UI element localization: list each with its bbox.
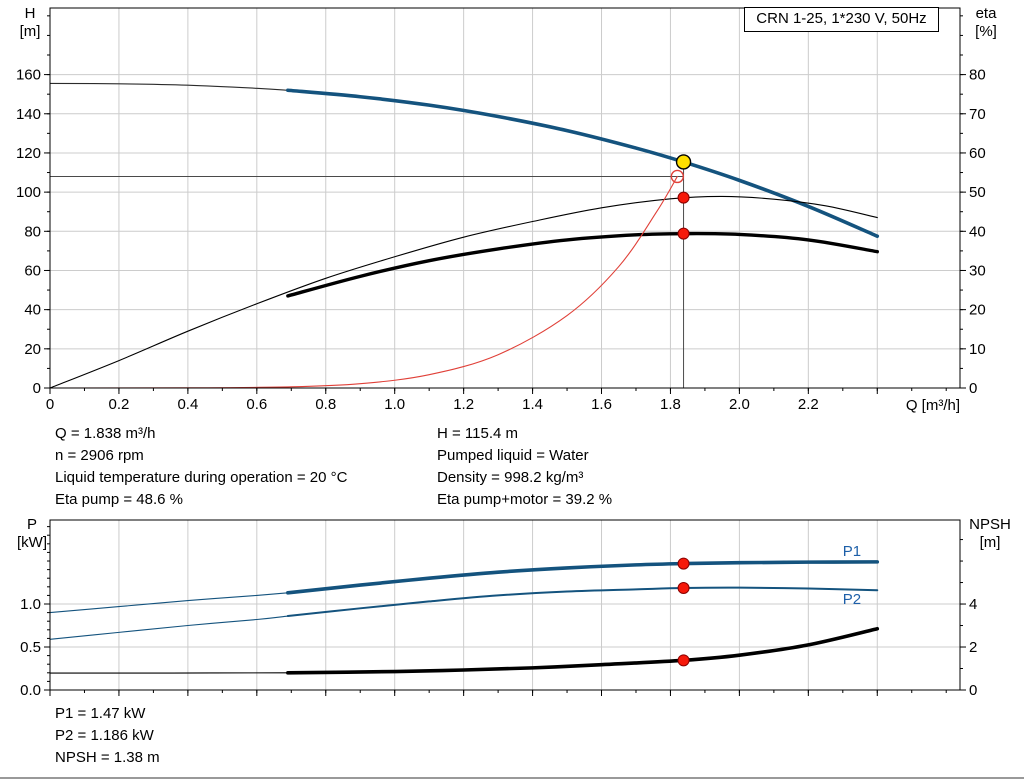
info-p1: P1 = 1.47 kW <box>55 705 146 722</box>
power-npsh-chart: 0.0 0.5 1.0 0 2 4 P1 P2 <box>20 519 977 699</box>
curve-p2-curve-outside-range <box>49 615 289 640</box>
info-eta-pump-motor: Eta pump+motor = 39.2 % <box>437 491 613 508</box>
x-tick-label: 1.2 <box>453 396 474 413</box>
left-tick-label: 20 <box>24 341 41 358</box>
right-tick-label: 2 <box>969 639 977 656</box>
left-tick-label: 100 <box>16 184 41 201</box>
head-axis-symbol: H <box>24 5 36 22</box>
curve-p1-curve <box>286 560 880 595</box>
curve-p1-curve-outside-range <box>49 592 289 614</box>
x-tick-label: 0.6 <box>246 396 267 413</box>
left-tick-label: 140 <box>16 106 41 123</box>
right-tick-label: 0 <box>969 682 977 699</box>
x-tick-label: 0.4 <box>177 396 198 413</box>
head-axis-title: H [m] <box>12 5 48 41</box>
x-tick-label: 0.8 <box>315 396 336 413</box>
right-tick-label: 60 <box>969 145 986 162</box>
left-tick-label: 1.0 <box>20 596 41 613</box>
axis-ticks <box>44 15 966 394</box>
plot-border <box>49 519 961 691</box>
flow-axis-title: Q [m³/h] <box>905 397 960 414</box>
info-flow: Q = 1.838 m³/h <box>55 425 156 442</box>
curve-label-P1: P1 <box>843 543 861 560</box>
duty-info-right-column: H = 115.4 m Pumped liquid = Water Densit… <box>437 423 612 511</box>
info-liquid-temperature: Liquid temperature during operation = 20… <box>55 469 348 486</box>
right-tick-label: 40 <box>969 223 986 240</box>
x-tick-label: 1.8 <box>660 396 681 413</box>
eta-axis-title: eta [%] <box>965 5 1007 41</box>
npsh-axis-unit: [m] <box>979 534 1001 551</box>
curve-head-curve-outside-range <box>49 82 289 91</box>
left-tick-label: 160 <box>16 67 41 84</box>
requested-duty-point <box>670 169 685 184</box>
x-tick-label: 2.0 <box>729 396 750 413</box>
eta-axis-symbol: eta <box>975 5 997 22</box>
hq-eta-chart: 0 0.2 0.4 0.6 0.8 1.0 1.2 1.4 1.6 1.8 2.0 2.2 0 20 40 6… <box>16 7 986 413</box>
curve-label-P2: P2 <box>843 591 861 608</box>
info-density: Density = 998.2 kg/m³ <box>437 469 584 486</box>
x-tick-label: 2.2 <box>798 396 819 413</box>
x-tick-label: 1.4 <box>522 396 543 413</box>
power-info-column: P1 = 1.47 kW P2 = 1.186 kW NPSH = 1.38 m <box>55 703 160 769</box>
npsh-point <box>677 654 690 667</box>
x-tick-label: 0.2 <box>109 396 130 413</box>
npsh-axis-symbol: NPSH <box>969 516 1011 533</box>
right-tick-label: 4 <box>969 596 977 613</box>
info-pumped-liquid: Pumped liquid = Water <box>437 447 589 464</box>
right-tick-label: 50 <box>969 184 986 201</box>
curve-npsh-curve <box>286 626 880 675</box>
grid <box>50 8 960 388</box>
curve-p2-curve <box>286 586 879 618</box>
p1-point <box>677 557 690 570</box>
right-tick-label: 20 <box>969 302 986 319</box>
power-axis-title: P [kW] <box>12 516 52 552</box>
info-eta-pump: Eta pump = 48.6 % <box>55 491 183 508</box>
left-tick-label: 0.5 <box>20 639 41 656</box>
npsh-axis-title: NPSH [m] <box>962 516 1018 552</box>
curve-eta-pump-curve <box>49 195 878 389</box>
info-p2: P2 = 1.186 kW <box>55 727 154 744</box>
right-tick-label: 30 <box>969 262 986 279</box>
pump-model-box: CRN 1-25, 1*230 V, 50Hz <box>744 7 939 32</box>
curve-eta-pump-motor-curve <box>286 231 879 298</box>
left-tick-label: 0.0 <box>20 682 41 699</box>
power-axis-symbol: P <box>26 516 37 533</box>
axis-ticks <box>44 526 966 696</box>
left-tick-label: 40 <box>24 302 41 319</box>
right-tick-label: 0 <box>969 380 977 397</box>
left-tick-label: 0 <box>33 380 41 397</box>
right-tick-label: 80 <box>969 67 986 84</box>
curve-head-curve <box>286 88 880 238</box>
p2-point <box>677 582 690 595</box>
plot-border <box>49 7 961 389</box>
left-tick-label: 60 <box>24 262 41 279</box>
duty-info-left-column: Q = 1.838 m³/h n = 2906 rpm Liquid tempe… <box>55 423 347 511</box>
head-axis-unit: [m] <box>19 23 41 40</box>
info-npsh: NPSH = 1.38 m <box>55 749 160 766</box>
x-tick-label: 1.6 <box>591 396 612 413</box>
grid <box>50 520 960 690</box>
x-tick-label: 0 <box>46 396 54 413</box>
info-head: H = 115.4 m <box>437 425 519 442</box>
duty-point[interactable] <box>675 154 692 170</box>
right-tick-label: 70 <box>969 106 986 123</box>
power-axis-unit: [kW] <box>17 534 47 551</box>
x-tick-label: 1.0 <box>384 396 405 413</box>
eta-axis-unit: [%] <box>975 23 997 40</box>
left-tick-label: 80 <box>24 223 41 240</box>
right-tick-label: 10 <box>969 341 986 358</box>
info-speed: n = 2906 rpm <box>55 447 144 464</box>
curve-system-curve <box>49 175 678 389</box>
left-tick-label: 120 <box>16 145 41 162</box>
eta-pump-motor-point <box>677 227 690 240</box>
eta-pump-point <box>677 191 690 204</box>
